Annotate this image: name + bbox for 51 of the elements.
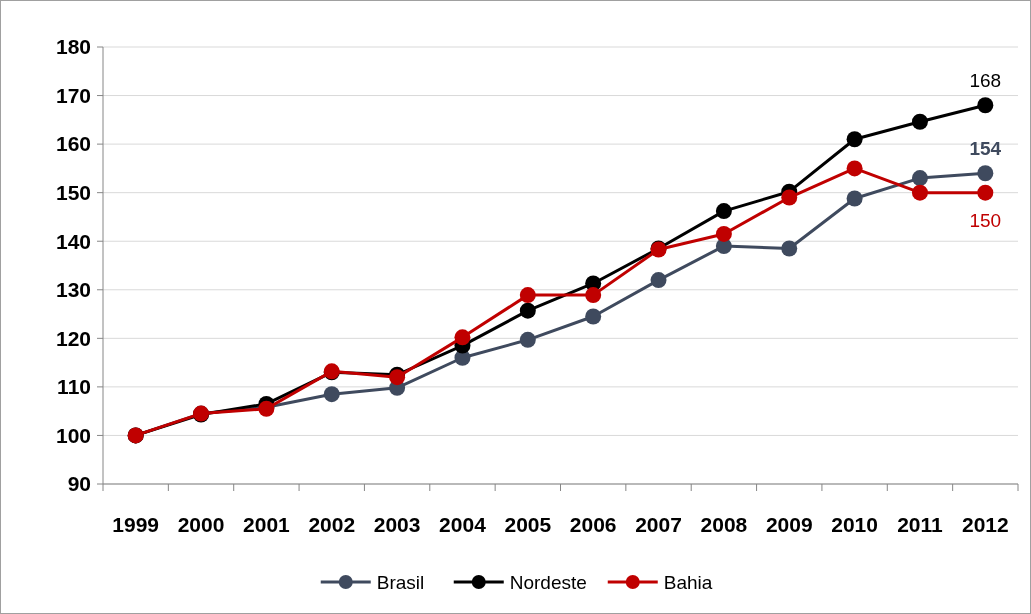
data-label: 150 [969,209,1002,231]
x-tick-label: 2006 [569,513,617,536]
x-tick-label: 2008 [700,513,748,536]
data-label: 168 [969,70,1002,92]
legend-label: Brasil [376,571,425,593]
x-tick-label: 2005 [504,513,552,536]
x-tick-label: 2001 [243,513,291,536]
legend-label: Nordeste [509,571,587,593]
y-tick-label: 90 [67,472,91,496]
x-tick-label: 2009 [765,513,813,536]
y-tick-label: 170 [55,83,91,107]
point [781,189,798,206]
point [519,287,536,304]
x-tick-label: 2002 [308,513,356,536]
y-tick-label: 120 [55,326,91,350]
point [977,97,994,114]
point [846,160,863,177]
point [846,131,863,148]
point [977,165,994,182]
point [519,331,536,348]
x-tick-label: 2007 [635,513,682,536]
point [846,190,863,207]
point [715,203,732,220]
x-tick-label: 2004 [439,513,487,536]
x-tick-label: 1999 [112,513,160,536]
x-tick-label: 2010 [831,513,878,536]
point [911,184,928,201]
y-tick-label: 140 [55,229,91,253]
point [781,240,798,257]
point [911,170,928,187]
point [585,287,602,304]
data-label: 154 [969,138,1002,160]
point [323,386,340,403]
x-tick-label: 2012 [961,513,1009,536]
y-tick-label: 160 [55,132,91,156]
point [585,308,602,325]
y-tick-label: 130 [55,278,91,302]
point [454,329,471,346]
point [977,184,994,201]
y-tick-label: 110 [57,375,91,399]
y-tick-label: 180 [55,35,91,59]
y-tick-label: 150 [55,181,91,205]
point [911,113,928,130]
point [519,302,536,319]
point [650,272,667,289]
legend-label: Bahia [663,571,713,593]
x-tick-label: 2000 [177,513,225,536]
x-tick-label: 2011 [897,513,944,536]
y-tick-label: 100 [55,423,91,447]
x-tick-label: 2003 [373,513,421,536]
point [715,225,732,242]
